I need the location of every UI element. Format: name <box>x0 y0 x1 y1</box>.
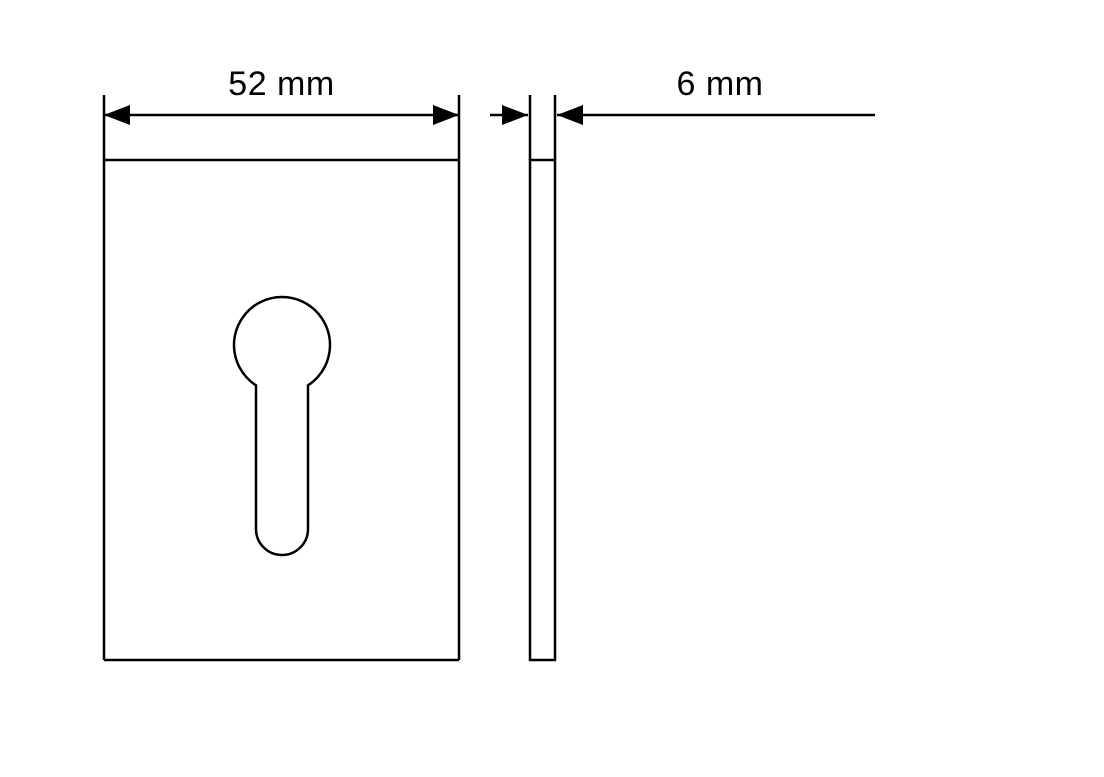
dim-label-thickness: 6 mm <box>677 65 764 103</box>
arrowhead <box>433 105 459 125</box>
dim-label-width: 52 mm <box>228 65 334 103</box>
side-view <box>530 160 555 660</box>
arrowhead <box>557 105 583 125</box>
tech-drawing: 52 mm 6 mm <box>0 0 1104 777</box>
keyhole-outline <box>234 297 330 555</box>
arrowhead <box>502 105 528 125</box>
arrowhead <box>104 105 130 125</box>
